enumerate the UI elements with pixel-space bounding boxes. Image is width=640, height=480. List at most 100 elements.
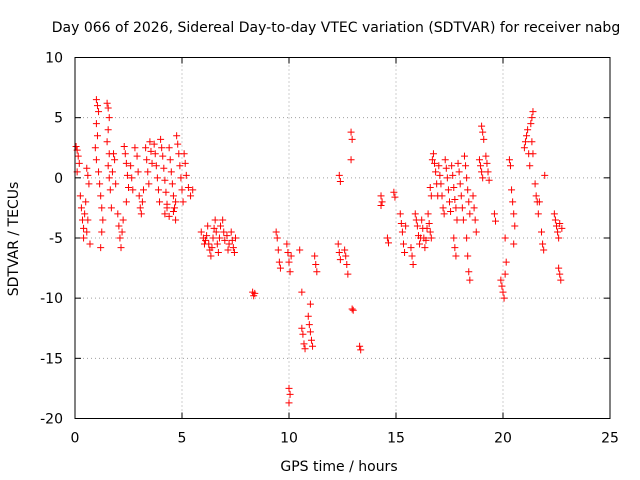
data-point [336,256,344,264]
data-point [151,150,159,158]
data-point [357,346,365,354]
data-point [143,156,151,164]
data-point [531,180,539,188]
data-point [211,216,219,224]
data-point [107,204,115,212]
data-point [418,216,426,224]
data-point [307,336,315,344]
data-point [118,228,126,236]
plot-frame [74,57,611,419]
data-point [156,198,164,206]
data-point [83,228,91,236]
data-point [462,162,470,170]
data-point [84,216,92,224]
data-point [498,282,506,290]
data-point [306,328,314,336]
data-point [135,192,143,200]
data-point [180,150,188,158]
data-point [556,270,564,278]
data-point [142,144,150,152]
data-point [203,232,211,240]
data-point [469,192,477,200]
data-point [76,192,84,200]
data-point [145,180,153,188]
data-point [451,195,459,203]
data-point [230,248,238,256]
data-point [122,159,130,167]
data-point [225,240,233,248]
x-tick-label: 0 [71,431,80,447]
data-point [347,156,355,164]
data-point [273,234,281,242]
data-point [443,174,451,182]
data-point [335,248,343,256]
data-point [105,174,113,182]
data-point [521,138,529,146]
data-point [465,268,473,276]
data-point [111,156,119,164]
data-point [448,162,456,170]
data-point [128,174,136,182]
data-point [217,222,225,230]
data-point [440,210,448,218]
data-point [472,228,480,236]
data-point [554,228,562,236]
data-point [402,222,410,230]
data-point [555,264,563,272]
data-point [427,234,435,242]
data-point [103,138,111,146]
data-point [285,258,293,266]
data-point [452,252,460,260]
data-point [451,244,459,252]
data-point [509,198,517,206]
x-axis-label: GPS time / hours [280,459,397,475]
data-point [520,144,528,152]
data-point [84,171,92,179]
data-point [152,162,160,170]
data-point [98,204,106,212]
data-point [460,152,468,160]
data-point [500,294,508,302]
data-point [174,140,182,148]
data-point [425,220,433,228]
data-point [477,162,485,170]
data-point [202,236,210,244]
data-point [229,244,237,252]
data-point [444,186,452,194]
data-point [209,234,217,242]
data-point [407,244,415,252]
data-point [287,252,295,260]
data-point [116,234,124,242]
data-points [72,96,566,407]
data-point [172,216,180,224]
data-point [286,268,294,276]
data-point [219,216,227,224]
data-point [551,216,559,224]
data-point [144,168,152,176]
data-point [275,258,283,266]
data-point [166,156,174,164]
data-point [251,289,259,297]
data-point [189,186,197,194]
data-point [168,180,176,188]
data-point [160,164,168,172]
data-point [471,216,479,224]
data-point [452,204,460,212]
data-point [97,192,105,200]
data-point [422,236,430,244]
data-point [133,152,141,160]
data-point [453,216,461,224]
data-point [528,114,536,122]
data-point [527,120,535,128]
data-point [169,208,177,216]
data-point [408,252,416,260]
data-point [334,240,342,248]
data-point [532,192,540,200]
data-point [450,183,458,191]
data-point [510,240,518,248]
data-point [146,138,154,146]
data-point [127,162,135,170]
data-point [541,171,549,179]
data-point [210,224,218,232]
data-point [470,204,478,212]
